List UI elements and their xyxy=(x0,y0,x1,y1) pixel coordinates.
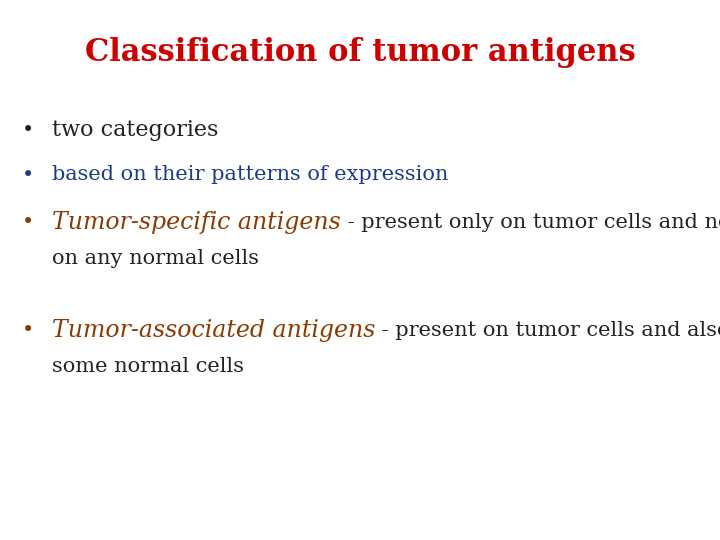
Text: •: • xyxy=(22,165,34,185)
Text: two categories: two categories xyxy=(52,119,218,141)
Text: - present on tumor cells and also on: - present on tumor cells and also on xyxy=(375,321,720,340)
Text: •: • xyxy=(22,120,34,140)
Text: Classification of tumor antigens: Classification of tumor antigens xyxy=(85,37,635,68)
Text: •: • xyxy=(22,212,34,232)
Text: Tumor-specific antigens: Tumor-specific antigens xyxy=(52,211,341,233)
Text: some normal cells: some normal cells xyxy=(52,356,244,375)
Text: - present only on tumor cells and not: - present only on tumor cells and not xyxy=(341,213,720,232)
Text: Tumor-associated antigens: Tumor-associated antigens xyxy=(52,319,375,341)
Text: based on their patterns of expression: based on their patterns of expression xyxy=(52,165,449,185)
Text: on any normal cells: on any normal cells xyxy=(52,248,259,267)
Text: •: • xyxy=(22,320,34,340)
